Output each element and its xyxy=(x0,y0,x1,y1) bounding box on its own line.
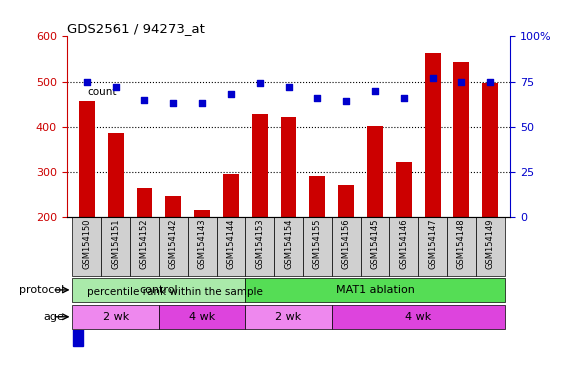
Point xyxy=(197,100,206,106)
Bar xyxy=(79,101,95,307)
Point xyxy=(140,97,149,103)
Bar xyxy=(310,176,325,307)
Bar xyxy=(447,217,476,276)
Text: 4 wk: 4 wk xyxy=(405,312,432,322)
Bar xyxy=(102,217,130,276)
Bar xyxy=(418,217,447,276)
Text: 2 wk: 2 wk xyxy=(103,312,129,322)
Text: age: age xyxy=(43,312,64,322)
Text: GSM154144: GSM154144 xyxy=(226,219,235,269)
Point xyxy=(313,95,322,101)
Point xyxy=(284,84,293,90)
Text: control: control xyxy=(140,285,178,295)
Text: GSM154143: GSM154143 xyxy=(198,219,206,269)
Bar xyxy=(159,305,245,329)
Bar xyxy=(338,185,354,307)
Point xyxy=(485,79,495,85)
Bar xyxy=(72,238,83,346)
Point xyxy=(371,88,380,94)
Bar xyxy=(245,217,274,276)
Point xyxy=(111,84,120,90)
Bar xyxy=(130,217,159,276)
Bar xyxy=(188,217,216,276)
Point xyxy=(82,79,92,85)
Text: GSM154151: GSM154151 xyxy=(111,219,120,269)
Bar xyxy=(159,217,188,276)
Bar xyxy=(389,217,418,276)
Text: percentile rank within the sample: percentile rank within the sample xyxy=(87,287,263,297)
Bar xyxy=(396,162,412,307)
Text: GSM154150: GSM154150 xyxy=(82,219,92,269)
Bar xyxy=(332,217,361,276)
Text: GSM154142: GSM154142 xyxy=(169,219,178,269)
Bar xyxy=(361,217,389,276)
Text: 2 wk: 2 wk xyxy=(276,312,302,322)
Bar xyxy=(281,117,296,307)
Bar xyxy=(303,217,332,276)
Bar xyxy=(425,53,441,307)
Bar xyxy=(245,305,332,329)
Bar xyxy=(72,278,245,302)
Point xyxy=(342,98,351,104)
Bar xyxy=(72,217,102,276)
Text: GSM154147: GSM154147 xyxy=(428,219,437,269)
Text: GSM154156: GSM154156 xyxy=(342,219,351,269)
Bar xyxy=(165,196,181,307)
Text: GSM154146: GSM154146 xyxy=(399,219,408,269)
Point xyxy=(457,79,466,85)
Text: GSM154153: GSM154153 xyxy=(255,219,264,269)
Text: MAT1 ablation: MAT1 ablation xyxy=(336,285,415,295)
Bar xyxy=(72,305,159,329)
Bar xyxy=(483,83,498,307)
Bar xyxy=(332,305,505,329)
Bar xyxy=(108,134,124,307)
Point xyxy=(428,75,437,81)
Text: 4 wk: 4 wk xyxy=(189,312,215,322)
Point xyxy=(169,100,178,106)
Text: GSM154145: GSM154145 xyxy=(371,219,379,269)
Text: GSM154154: GSM154154 xyxy=(284,219,293,269)
Text: protocol: protocol xyxy=(19,285,64,295)
Bar xyxy=(274,217,303,276)
Text: count: count xyxy=(87,87,117,97)
Bar xyxy=(245,278,505,302)
Text: GSM154155: GSM154155 xyxy=(313,219,322,269)
Bar xyxy=(216,217,245,276)
Bar xyxy=(454,62,469,307)
Text: GSM154152: GSM154152 xyxy=(140,219,149,269)
Bar xyxy=(194,210,210,307)
Bar xyxy=(223,174,239,307)
Bar xyxy=(476,217,505,276)
Point xyxy=(255,80,264,86)
Text: GSM154149: GSM154149 xyxy=(485,219,495,269)
Bar xyxy=(252,114,267,307)
Text: GSM154148: GSM154148 xyxy=(457,219,466,269)
Point xyxy=(226,91,235,97)
Bar xyxy=(136,188,153,307)
Point xyxy=(399,95,408,101)
Bar xyxy=(72,38,83,146)
Text: GDS2561 / 94273_at: GDS2561 / 94273_at xyxy=(67,22,205,35)
Bar xyxy=(367,126,383,307)
